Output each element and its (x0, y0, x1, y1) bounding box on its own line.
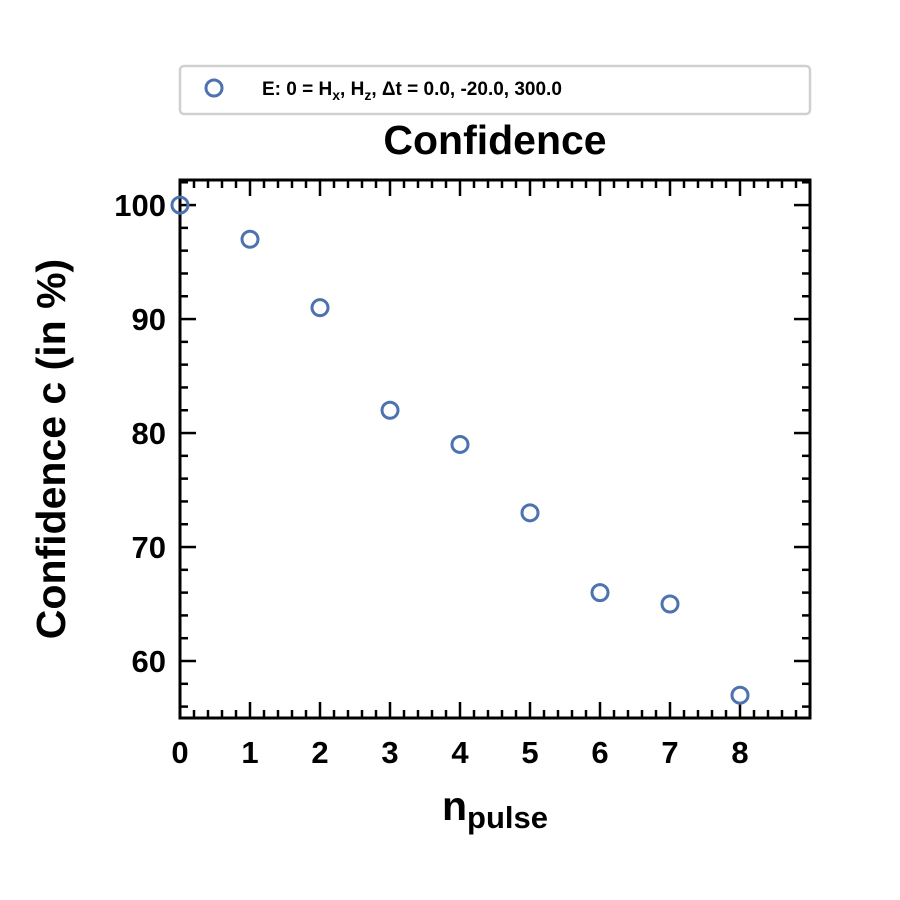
y-tick-label: 100 (114, 188, 166, 223)
legend-box (178, 64, 812, 116)
data-point (450, 434, 470, 454)
x-tick-label: 3 (381, 735, 398, 770)
data-point (380, 400, 400, 420)
legend-entry: E: 0 = Hx, Hz, Δt = 0.0, -20.0, 300.0 (262, 79, 562, 103)
x-tick-label: 5 (521, 735, 538, 770)
x-tick-labels: 0 1 2 3 4 5 6 7 8 (171, 735, 748, 770)
x-tick-label: 1 (241, 735, 258, 770)
x-tick-label: 6 (591, 735, 608, 770)
data-point (660, 594, 680, 614)
x-tick-label: 7 (661, 735, 678, 770)
data-point (730, 685, 750, 705)
y-tick-label: 90 (132, 302, 166, 337)
data-point (240, 229, 260, 249)
data-points (170, 195, 750, 705)
y-axis-label: Confidence c (in %) (28, 259, 74, 639)
y-tick-label: 80 (132, 416, 166, 451)
y-tick-label: 60 (132, 644, 166, 679)
legend-marker (204, 78, 224, 98)
data-point (310, 298, 330, 318)
x-tick-label: 2 (311, 735, 328, 770)
y-tick-labels: 60 70 80 90 100 (114, 188, 166, 679)
legend: E: 0 = Hx, Hz, Δt = 0.0, -20.0, 300.0 (178, 64, 812, 116)
axis-ticks (178, 180, 812, 718)
plot-frame (178, 178, 812, 720)
chart-title: Confidence (383, 117, 606, 163)
data-point (520, 503, 540, 523)
data-point (170, 195, 190, 215)
x-axis-label: npulse (442, 783, 548, 835)
x-tick-label: 4 (451, 735, 469, 770)
x-tick-label: 0 (171, 735, 188, 770)
x-tick-label: 8 (731, 735, 748, 770)
data-point (590, 583, 610, 603)
y-tick-label: 70 (132, 530, 166, 565)
